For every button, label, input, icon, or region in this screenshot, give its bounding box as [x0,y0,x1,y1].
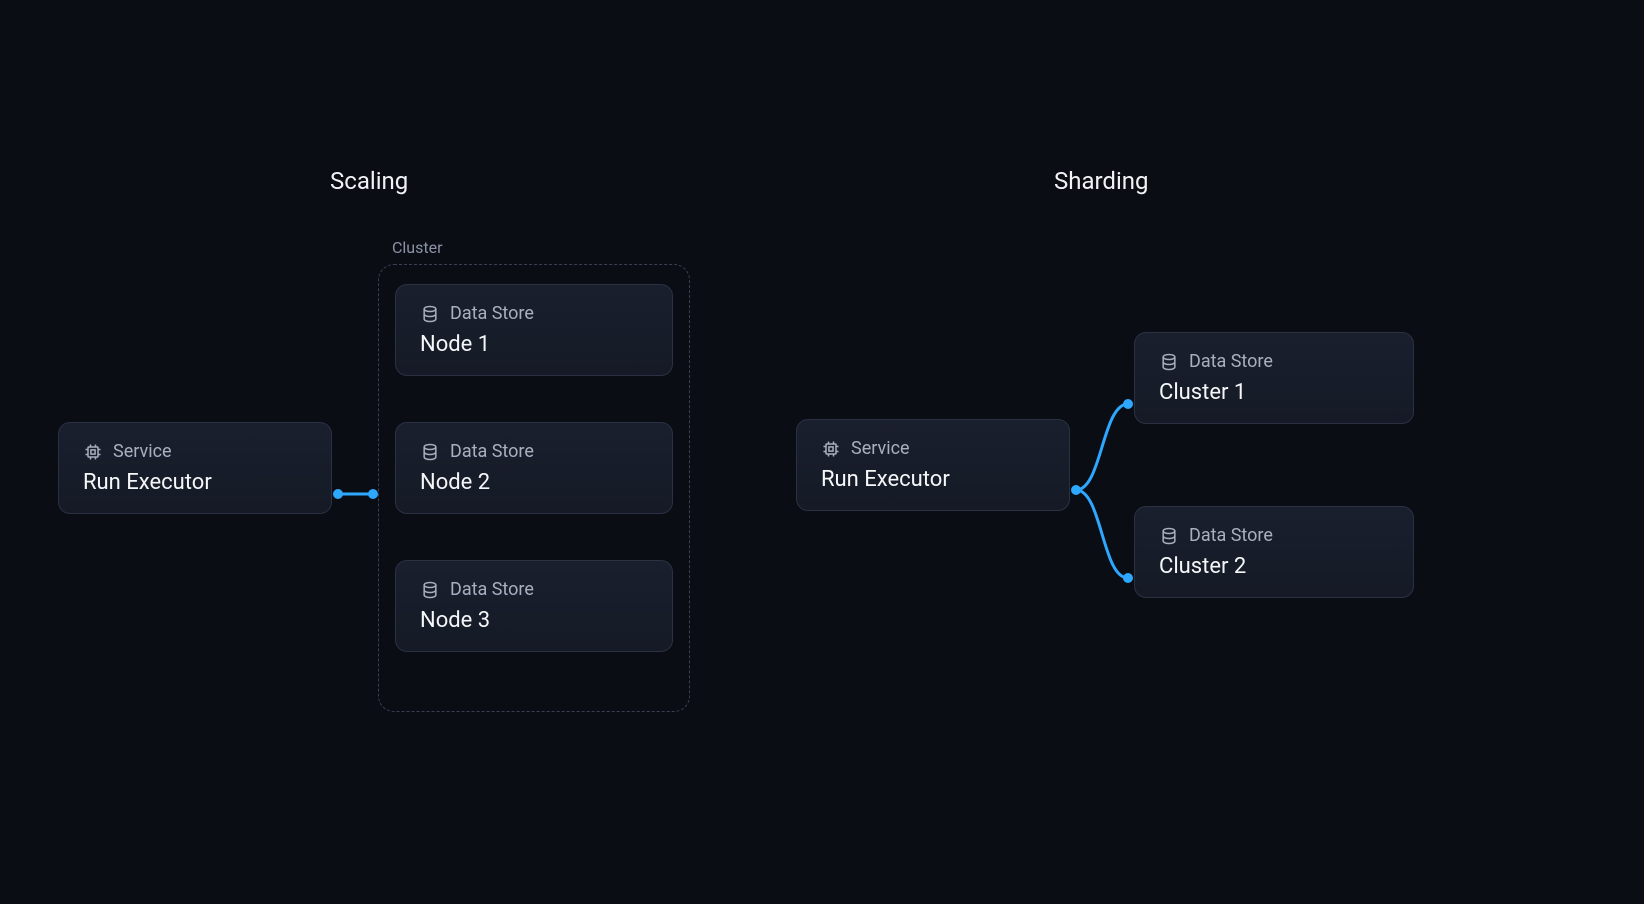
scaling-node-3: Data Store Node 3 [395,560,673,652]
card-type-label: Service [851,438,910,459]
card-type-label: Data Store [1189,351,1273,372]
database-icon [1159,352,1179,372]
card-title: Cluster 2 [1159,554,1389,579]
card-title: Node 3 [420,608,648,633]
database-icon [420,304,440,324]
database-icon [1159,526,1179,546]
sharding-connector-top [1076,404,1128,490]
scaling-node-2: Data Store Node 2 [395,422,673,514]
scaling-service-card: Service Run Executor [58,422,332,514]
card-title: Node 1 [420,332,648,357]
card-type-label: Service [113,441,172,462]
sharding-title: Sharding [1054,167,1149,195]
sharding-cluster-1: Data Store Cluster 1 [1134,332,1414,424]
cpu-icon [821,439,841,459]
card-type-label: Data Store [1189,525,1273,546]
connector-dot [1123,573,1133,583]
cluster-label: Cluster [392,238,443,257]
sharding-connector-bottom [1076,490,1128,578]
card-title: Run Executor [83,470,307,495]
diagram-root: Scaling Cluster Service Run Executor [0,0,1644,904]
sharding-service-card: Service Run Executor [796,419,1070,511]
scaling-title: Scaling [330,167,408,195]
card-title: Run Executor [821,467,1045,492]
database-icon [420,580,440,600]
connector-dot [1123,399,1133,409]
card-title: Cluster 1 [1159,380,1389,405]
connector-dot [1071,485,1081,495]
database-icon [420,442,440,462]
card-title: Node 2 [420,470,648,495]
connector-dot [333,489,343,499]
card-type-label: Data Store [450,303,534,324]
card-type-label: Data Store [450,579,534,600]
cpu-icon [83,442,103,462]
card-type-label: Data Store [450,441,534,462]
sharding-cluster-2: Data Store Cluster 2 [1134,506,1414,598]
scaling-node-1: Data Store Node 1 [395,284,673,376]
connector-dot [368,489,378,499]
